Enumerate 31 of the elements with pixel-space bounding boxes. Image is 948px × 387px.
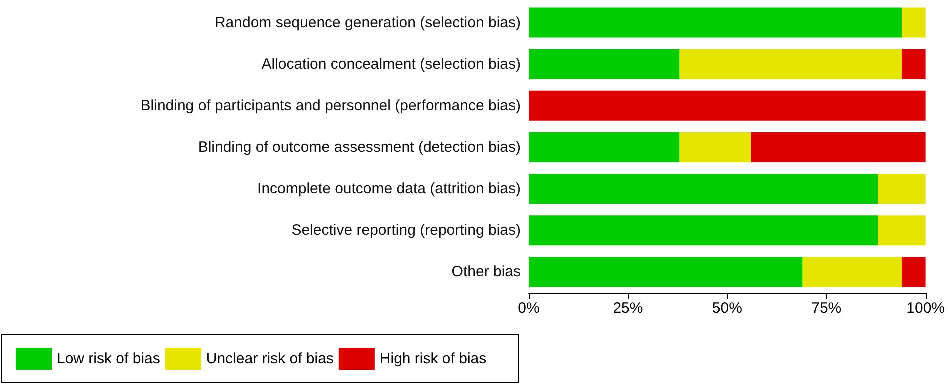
y-tick-label: Selective reporting (reporting bias) <box>292 222 521 240</box>
bar <box>529 132 680 162</box>
legend-label: Low risk of bias <box>57 350 160 368</box>
x-tick-label: 0% <box>518 300 540 317</box>
bar <box>680 49 902 80</box>
y-tick-label: Blinding of participants and personnel (performance bias) <box>140 97 521 114</box>
bar <box>902 257 926 288</box>
y-tick-label: Blinding of outcome assessment (detection bias) <box>198 139 521 156</box>
bar <box>529 8 902 38</box>
bar <box>529 90 926 121</box>
y-tick-label: Other bias <box>452 264 521 281</box>
bar <box>878 216 926 246</box>
y-tick-label: Allocation concealment (selection bias) <box>262 56 521 73</box>
x-tick-label: 25% <box>613 300 644 317</box>
bar <box>529 174 878 204</box>
x-tick-label: 50% <box>712 300 742 317</box>
legend-label: High risk of bias <box>380 350 487 368</box>
bar <box>902 49 926 80</box>
y-tick-label: Incomplete outcome data (attrition bias) <box>258 180 522 198</box>
bar <box>878 174 926 204</box>
y-tick-label: Random sequence generation (selection bias) <box>214 14 521 32</box>
bar <box>529 49 680 80</box>
x-tick-label: 75% <box>812 300 842 317</box>
bar <box>802 257 902 288</box>
bar <box>529 216 878 246</box>
x-tick-label: 100% <box>906 300 946 317</box>
bar <box>902 8 926 38</box>
bar <box>751 132 926 162</box>
bar <box>680 132 752 162</box>
legend-label: Unclear risk of bias <box>206 350 334 368</box>
bar <box>529 257 803 288</box>
